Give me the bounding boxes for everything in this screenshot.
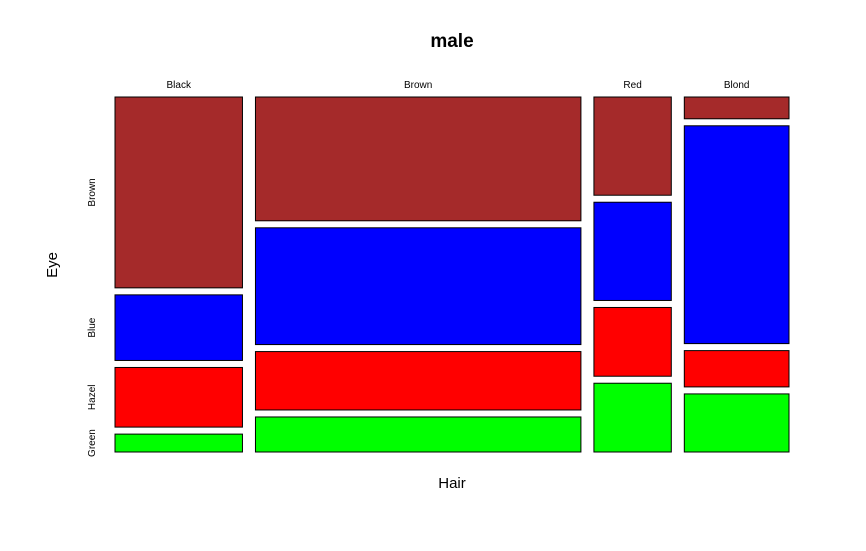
tile-red-brown bbox=[593, 96, 672, 196]
hair-column-black bbox=[114, 96, 243, 453]
eye-labels: Brown Blue Hazel Green bbox=[87, 178, 98, 457]
tile-brown-blue bbox=[254, 227, 582, 346]
hair-label-blond: Blond bbox=[724, 80, 750, 91]
tile-black-brown bbox=[114, 96, 243, 289]
tile-blond-blue bbox=[683, 125, 790, 345]
tile-red-blue bbox=[593, 201, 672, 301]
tile-black-hazel bbox=[114, 366, 243, 428]
mosaic-columns bbox=[114, 96, 790, 453]
hair-label-black: Black bbox=[167, 80, 192, 91]
eye-label-hazel: Hazel bbox=[87, 384, 98, 410]
eye-label-blue: Blue bbox=[87, 317, 98, 337]
hair-column-brown bbox=[254, 96, 582, 453]
x-axis-label: Hair bbox=[438, 475, 466, 492]
tile-brown-hazel bbox=[254, 351, 582, 411]
eye-label-brown: Brown bbox=[87, 178, 98, 206]
y-axis-label: Eye bbox=[44, 252, 61, 278]
tile-blond-green bbox=[683, 393, 790, 453]
tile-brown-green bbox=[254, 416, 582, 453]
hair-label-brown: Brown bbox=[404, 80, 432, 91]
eye-label-green: Green bbox=[87, 429, 98, 457]
tile-blond-brown bbox=[683, 96, 790, 120]
tile-brown-brown bbox=[254, 96, 582, 222]
hair-labels: Black Brown Red Blond bbox=[167, 80, 750, 91]
tile-red-hazel bbox=[593, 306, 672, 377]
hair-label-red: Red bbox=[623, 80, 641, 91]
hair-column-red bbox=[593, 96, 672, 453]
tile-red-green bbox=[593, 382, 672, 453]
tile-black-green bbox=[114, 433, 243, 453]
tile-blond-hazel bbox=[683, 350, 790, 388]
hair-column-blond bbox=[683, 96, 790, 453]
chart-title: male bbox=[430, 31, 473, 52]
tile-black-blue bbox=[114, 294, 243, 361]
